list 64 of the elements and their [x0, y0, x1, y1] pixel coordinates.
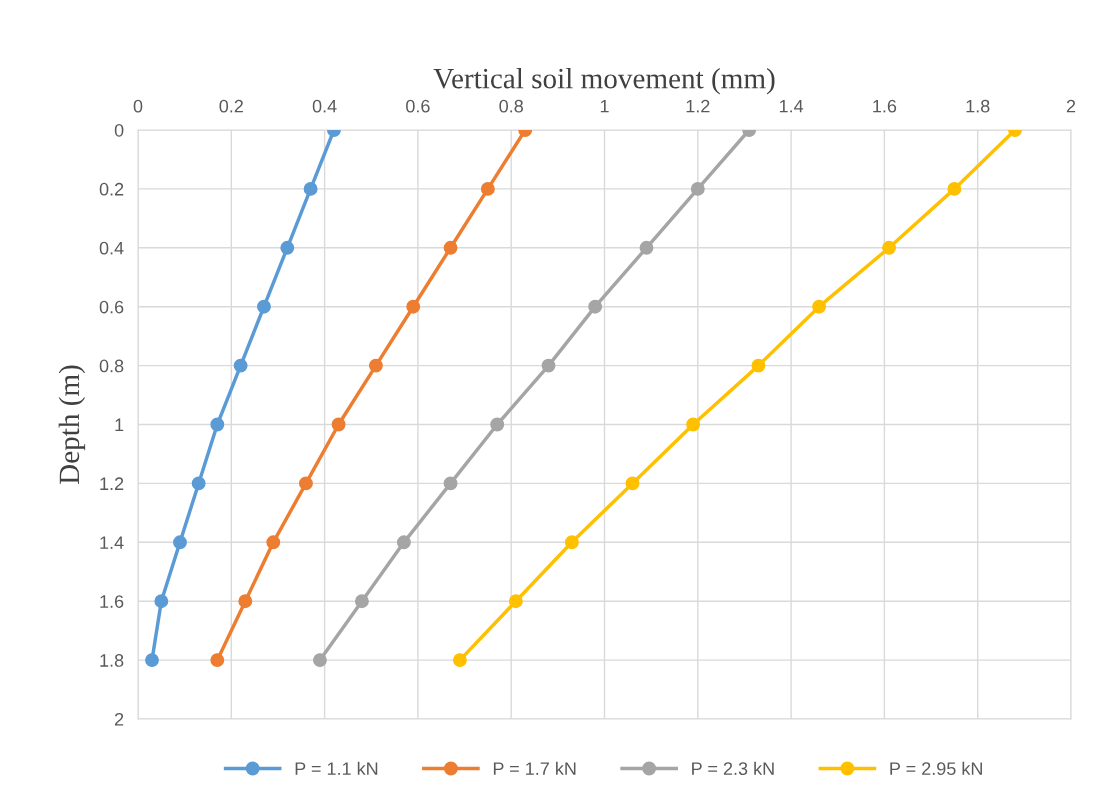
point — [191, 476, 206, 491]
point — [588, 299, 603, 314]
x-axis-title: Vertical soil movement (mm) — [433, 67, 775, 95]
point — [812, 299, 827, 314]
x-tick-label: 0.4 — [312, 99, 337, 113]
y-axis-title: Depth (m) — [58, 365, 86, 484]
y-tick-label: 1.6 — [100, 595, 124, 608]
point — [625, 476, 640, 491]
x-tick-label: 1.8 — [966, 99, 990, 113]
point — [173, 535, 187, 550]
x-tick-label: 1.4 — [779, 99, 804, 113]
point — [298, 476, 313, 491]
point — [354, 594, 369, 609]
legend-label: P = 1.1 kN — [295, 761, 378, 775]
point — [396, 535, 411, 550]
point — [882, 240, 897, 255]
y-tick-label: 0.8 — [99, 359, 124, 373]
x-tick-label: 1.2 — [686, 99, 710, 113]
point — [210, 653, 225, 668]
point — [541, 358, 556, 373]
point — [508, 594, 523, 609]
point — [266, 535, 281, 550]
x-tick-label: 0.6 — [406, 99, 430, 113]
point — [233, 358, 248, 373]
x-tick-label: 0.2 — [219, 99, 243, 113]
y-tick-label: 1.8 — [100, 654, 124, 667]
legend-label: P = 1.7 kN — [493, 761, 576, 775]
x-tick-label: 2 — [1066, 99, 1076, 113]
point — [564, 535, 579, 550]
point — [690, 181, 705, 196]
y-tick-label: 1 — [115, 418, 124, 432]
y-tick-label: 0.4 — [99, 241, 124, 255]
y-tick-label: 0.6 — [99, 300, 124, 314]
point — [145, 653, 159, 668]
legend-label: P = 2.95 kN — [890, 761, 982, 776]
point — [257, 299, 271, 314]
x-tick-label: 1.6 — [873, 99, 897, 113]
y-tick-label: 0 — [114, 123, 124, 137]
point — [303, 181, 318, 196]
point — [280, 240, 295, 255]
point — [406, 299, 421, 314]
point — [368, 358, 383, 373]
y-tick-label: 2 — [114, 712, 124, 726]
legend-label: P = 2.3 kN — [692, 761, 774, 776]
y-tick-label: 1.4 — [100, 536, 124, 549]
point — [238, 594, 253, 609]
point — [210, 417, 225, 432]
point — [443, 476, 458, 491]
point — [452, 653, 467, 668]
point — [686, 417, 701, 432]
point — [751, 358, 766, 373]
point — [639, 240, 654, 255]
point — [947, 181, 962, 196]
point — [480, 181, 495, 196]
x-tick-label: 0 — [133, 99, 143, 113]
y-tick-label: 1.2 — [100, 477, 124, 490]
x-tick-label: 0.8 — [499, 99, 523, 113]
x-tick-label: 1 — [600, 99, 609, 113]
point — [154, 594, 169, 609]
point — [312, 653, 327, 668]
y-tick-label: 0.2 — [99, 182, 124, 196]
point — [490, 417, 505, 432]
point — [443, 240, 458, 255]
point — [331, 417, 346, 432]
